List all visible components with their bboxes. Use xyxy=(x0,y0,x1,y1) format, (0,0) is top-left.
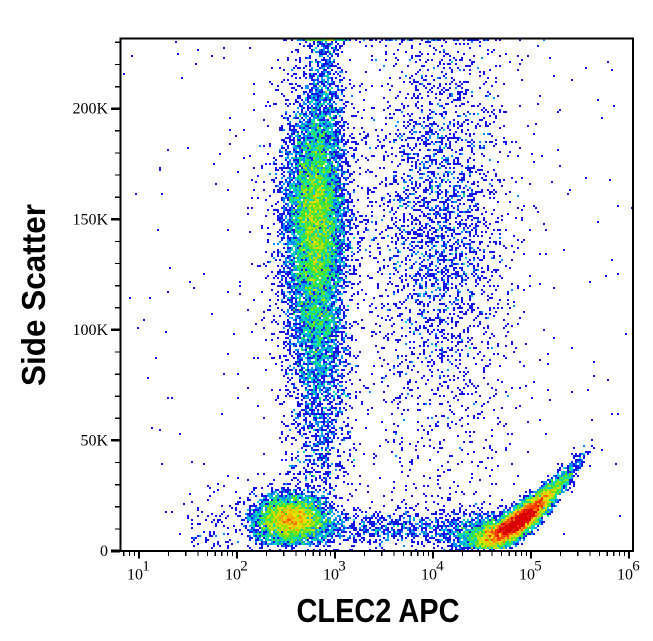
svg-text:100K: 100K xyxy=(72,322,108,339)
svg-text:200K: 200K xyxy=(72,101,108,118)
svg-text:10: 10 xyxy=(127,567,143,584)
svg-text:5: 5 xyxy=(534,559,542,575)
svg-text:10: 10 xyxy=(519,567,535,584)
svg-text:10: 10 xyxy=(421,567,437,584)
svg-text:150K: 150K xyxy=(72,211,108,228)
svg-text:50K: 50K xyxy=(80,432,108,449)
svg-text:CLEC2 APC: CLEC2 APC xyxy=(297,592,460,629)
svg-text:3: 3 xyxy=(338,559,346,575)
svg-text:Side Scatter: Side Scatter xyxy=(15,204,52,386)
svg-text:6: 6 xyxy=(632,559,640,575)
svg-text:2: 2 xyxy=(240,559,248,575)
svg-text:1: 1 xyxy=(142,559,150,575)
svg-text:4: 4 xyxy=(436,559,444,575)
svg-text:10: 10 xyxy=(323,567,339,584)
svg-text:10: 10 xyxy=(617,567,633,584)
svg-text:10: 10 xyxy=(225,567,241,584)
svg-text:0: 0 xyxy=(100,543,108,560)
